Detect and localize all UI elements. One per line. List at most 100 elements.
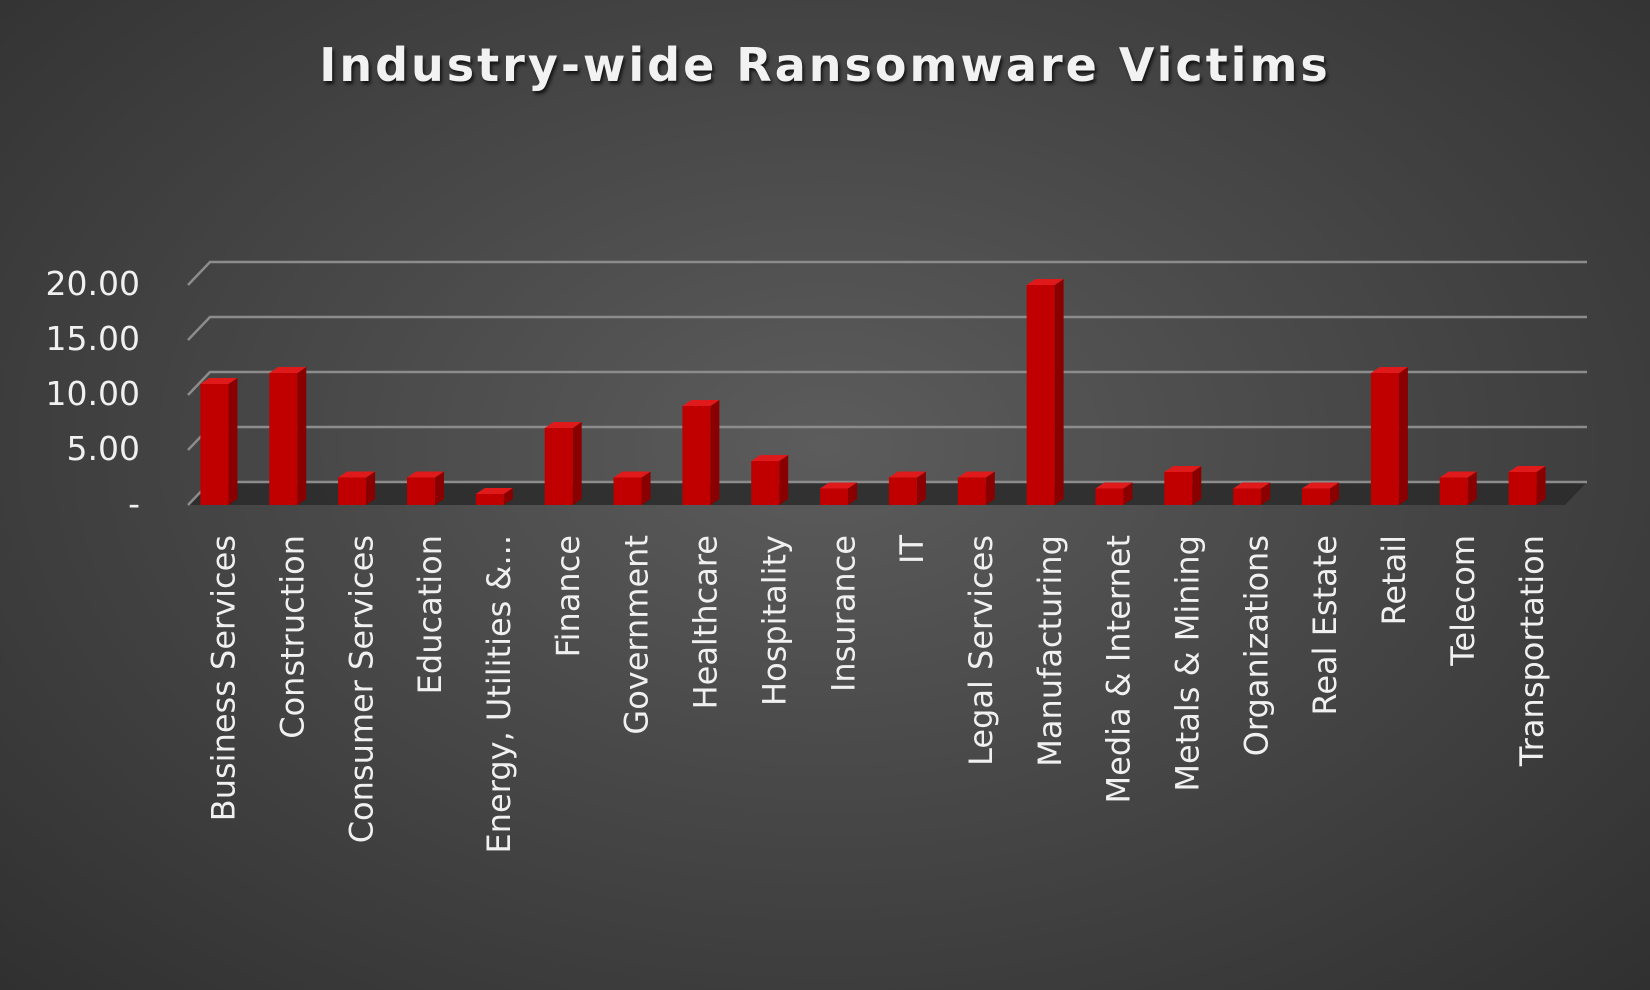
bar — [475, 488, 513, 505]
bar-side-face — [434, 471, 444, 505]
x-tick-label: Telecom — [1444, 535, 1482, 667]
x-tick-label: Retail — [1375, 535, 1413, 625]
bar-side-face — [641, 471, 651, 505]
x-tick-label: Hospitality — [755, 535, 793, 706]
bar — [1095, 482, 1133, 505]
bar — [820, 482, 858, 505]
bar-front-face — [406, 477, 435, 505]
x-tick-label: Media & Internet — [1100, 535, 1138, 803]
x-tick-label: Organizations — [1237, 535, 1275, 756]
bar-top-face — [1370, 367, 1408, 373]
bar-top-face — [338, 471, 376, 478]
x-tick-label: Construction — [273, 535, 311, 739]
bar-top-face — [957, 471, 995, 478]
bar — [888, 471, 926, 505]
bar-front-face — [1164, 472, 1193, 505]
bar-top-face — [888, 471, 926, 478]
chart-title: Industry-wide Ransomware Victims — [319, 38, 1331, 92]
bar-top-face — [820, 482, 858, 489]
bar-front-face — [200, 384, 229, 505]
bar — [1439, 471, 1477, 505]
x-tick-label: Real Estate — [1306, 535, 1344, 715]
bar-front-face — [338, 477, 367, 505]
bar-top-face — [475, 488, 513, 494]
bar-front-face — [475, 494, 504, 505]
y-tick-label: 15.00 — [46, 319, 140, 358]
x-tick-label: Transportation — [1513, 535, 1551, 767]
bar — [1302, 482, 1340, 505]
bar-front-face — [751, 461, 780, 505]
x-tick-label: Government — [618, 535, 656, 735]
bar-side-face — [916, 471, 926, 505]
bar — [544, 422, 582, 505]
gridline — [187, 315, 1587, 341]
x-tick-label: Education — [411, 535, 449, 694]
bar-side-face — [1261, 482, 1271, 505]
bar — [1370, 367, 1408, 505]
bar-top-face — [1026, 279, 1064, 285]
bar-top-face — [269, 367, 307, 373]
y-tick-label: 10.00 — [46, 374, 140, 413]
bar-top-face — [200, 378, 238, 384]
x-tick-label: Metals & Mining — [1169, 535, 1207, 792]
bar-side-face — [366, 471, 376, 505]
bar — [269, 367, 307, 505]
x-tick-label: Finance — [549, 535, 587, 657]
y-tick-label: 20.00 — [46, 264, 140, 303]
x-tick-label: Healthcare — [687, 535, 725, 709]
bar-top-face — [1164, 466, 1202, 472]
bar-top-face — [1302, 482, 1340, 489]
bar-front-face — [1439, 477, 1468, 505]
bar-side-face — [1192, 466, 1202, 505]
bar-side-face — [572, 422, 582, 505]
x-tick-label: Manufacturing — [1031, 535, 1069, 767]
bar-top-face — [544, 422, 582, 428]
bar — [1026, 279, 1064, 505]
bar-top-face — [406, 471, 444, 478]
bar-front-face — [1370, 373, 1399, 505]
bar-side-face — [1330, 482, 1340, 505]
bar-top-face — [751, 455, 789, 461]
bar-front-face — [1233, 488, 1262, 505]
bar-front-face — [682, 406, 711, 505]
bar-front-face — [1302, 488, 1331, 505]
bar — [200, 378, 238, 505]
bar-side-face — [1467, 471, 1477, 505]
bar-side-face — [297, 367, 307, 505]
bar — [338, 471, 376, 505]
bar — [1164, 466, 1202, 505]
bar-front-face — [269, 373, 298, 505]
bar-side-face — [779, 455, 789, 505]
gridline — [187, 370, 1587, 396]
bar-top-face — [1508, 466, 1546, 472]
x-tick-label: IT — [893, 535, 931, 564]
bar-side-face — [228, 378, 238, 505]
bar-front-face — [613, 477, 642, 505]
bar-front-face — [1026, 285, 1055, 505]
bar-top-face — [1095, 482, 1133, 489]
y-tick-label: - — [128, 484, 140, 523]
x-tick-label: Insurance — [824, 535, 862, 692]
bar — [751, 455, 789, 505]
bar-front-face — [957, 477, 986, 505]
bar-front-face — [888, 477, 917, 505]
bar-top-face — [1233, 482, 1271, 489]
bar-front-face — [1095, 488, 1124, 505]
bar — [1233, 482, 1271, 505]
bar — [613, 471, 651, 505]
bar-front-face — [820, 488, 849, 505]
gridline — [187, 260, 1587, 286]
bar-top-face — [682, 400, 720, 406]
bar-front-face — [544, 428, 573, 505]
bar-side-face — [503, 488, 513, 505]
bar-side-face — [1398, 367, 1408, 505]
bar-front-face — [1508, 472, 1537, 505]
x-tick-label: Energy, Utilities &... — [480, 535, 518, 853]
x-tick-label: Legal Services — [962, 535, 1000, 766]
bar — [1508, 466, 1546, 505]
bar — [957, 471, 995, 505]
x-tick-label: Business Services — [205, 535, 243, 821]
bar-side-face — [848, 482, 858, 505]
